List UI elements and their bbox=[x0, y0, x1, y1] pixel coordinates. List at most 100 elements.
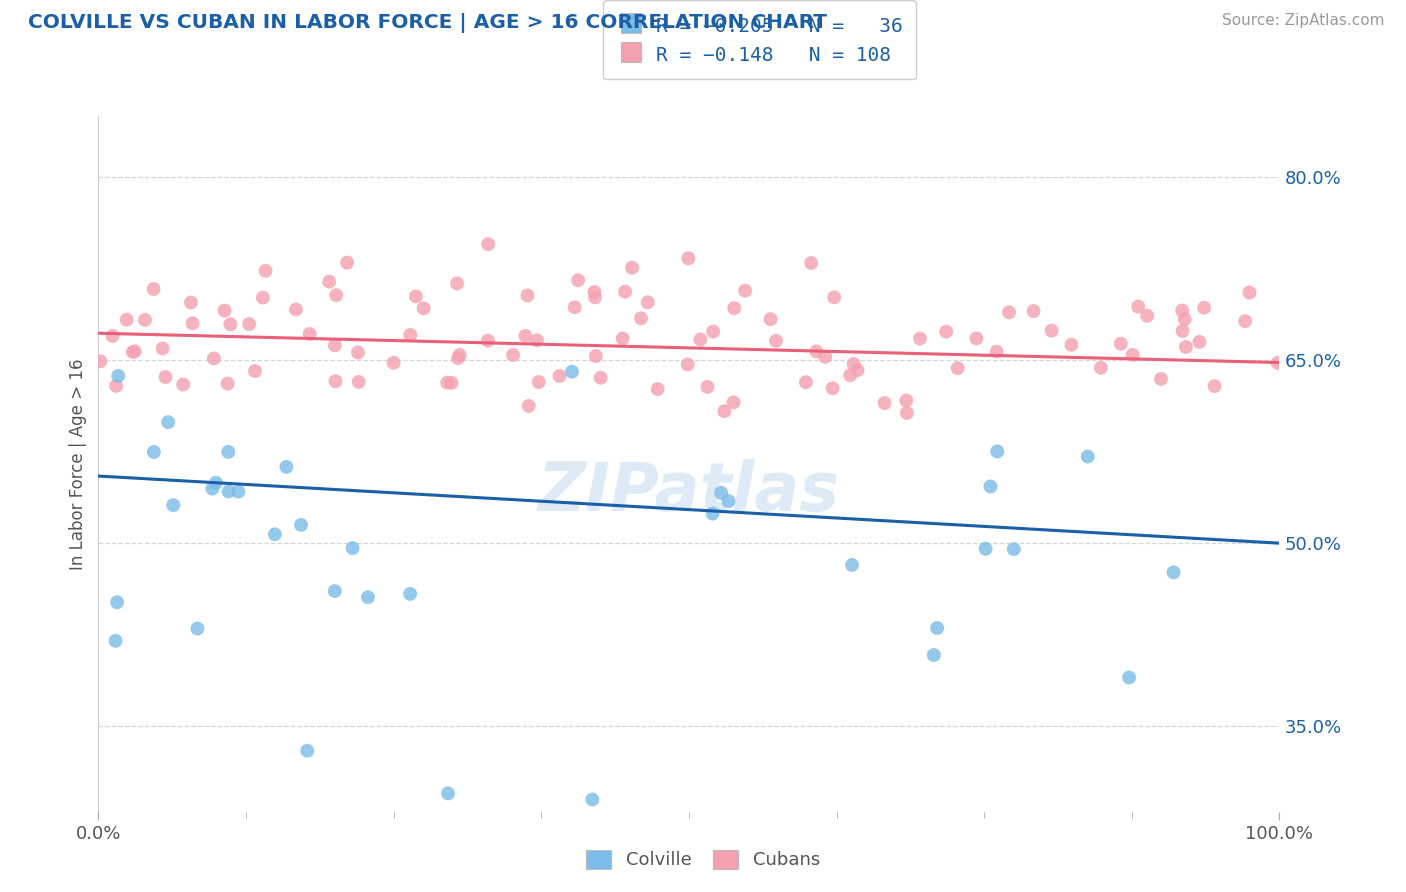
Point bbox=[1150, 372, 1173, 386]
Point bbox=[318, 275, 340, 289]
Point bbox=[927, 621, 949, 635]
Point bbox=[589, 370, 612, 384]
Point bbox=[101, 329, 124, 343]
Point bbox=[908, 332, 931, 346]
Point bbox=[630, 311, 652, 326]
Point bbox=[89, 354, 111, 368]
Point bbox=[405, 289, 427, 303]
Point bbox=[842, 357, 865, 371]
Point bbox=[696, 380, 718, 394]
Point bbox=[217, 445, 239, 459]
Point bbox=[217, 376, 239, 391]
Point bbox=[134, 313, 156, 327]
Point bbox=[527, 375, 550, 389]
Point bbox=[922, 648, 945, 662]
Point bbox=[806, 344, 828, 359]
Point bbox=[1002, 542, 1025, 557]
Point bbox=[325, 374, 347, 388]
Point bbox=[974, 541, 997, 556]
Point bbox=[1077, 450, 1099, 464]
Point bbox=[477, 237, 499, 252]
Point bbox=[1090, 360, 1112, 375]
Point bbox=[517, 399, 540, 413]
Point bbox=[1174, 312, 1197, 326]
Point bbox=[1040, 324, 1063, 338]
Point bbox=[205, 475, 228, 490]
Text: ZIPatlas: ZIPatlas bbox=[538, 458, 839, 524]
Point bbox=[290, 517, 312, 532]
Point bbox=[142, 445, 165, 459]
Point bbox=[447, 351, 470, 365]
Point bbox=[336, 255, 359, 269]
Point bbox=[759, 312, 782, 326]
Point bbox=[1122, 348, 1144, 362]
Point bbox=[965, 331, 987, 345]
Point bbox=[243, 364, 266, 378]
Point bbox=[896, 393, 918, 408]
Point bbox=[946, 361, 969, 376]
Point bbox=[276, 459, 298, 474]
Point bbox=[710, 486, 733, 500]
Point bbox=[180, 295, 202, 310]
Point bbox=[1234, 314, 1257, 328]
Point bbox=[702, 325, 724, 339]
Point bbox=[264, 527, 287, 541]
Point bbox=[1163, 566, 1185, 580]
Point bbox=[124, 344, 146, 359]
Point bbox=[1022, 304, 1045, 318]
Point bbox=[723, 395, 745, 409]
Point bbox=[437, 786, 460, 800]
Point bbox=[382, 356, 405, 370]
Point bbox=[1239, 285, 1261, 300]
Point bbox=[121, 345, 143, 359]
Point bbox=[794, 375, 817, 389]
Point bbox=[1128, 300, 1150, 314]
Point bbox=[823, 290, 845, 304]
Point bbox=[637, 295, 659, 310]
Point bbox=[347, 345, 370, 359]
Point bbox=[765, 334, 787, 348]
Point bbox=[157, 415, 180, 429]
Point bbox=[347, 375, 370, 389]
Point bbox=[986, 444, 1008, 458]
Point bbox=[583, 290, 606, 304]
Point bbox=[172, 377, 194, 392]
Point bbox=[585, 349, 607, 363]
Point bbox=[325, 288, 347, 302]
Point bbox=[186, 622, 208, 636]
Point bbox=[839, 368, 862, 383]
Point bbox=[1267, 356, 1289, 370]
Point bbox=[1060, 338, 1083, 352]
Point bbox=[873, 396, 896, 410]
Point bbox=[614, 285, 637, 299]
Point bbox=[162, 498, 184, 512]
Point bbox=[561, 365, 583, 379]
Point bbox=[821, 381, 844, 395]
Point bbox=[115, 312, 138, 326]
Point bbox=[979, 479, 1001, 493]
Point bbox=[717, 494, 740, 508]
Point bbox=[841, 558, 863, 572]
Point bbox=[678, 252, 700, 266]
Point bbox=[214, 303, 236, 318]
Point bbox=[621, 260, 644, 275]
Point bbox=[446, 277, 468, 291]
Point bbox=[548, 368, 571, 383]
Text: Source: ZipAtlas.com: Source: ZipAtlas.com bbox=[1222, 13, 1385, 29]
Point bbox=[502, 348, 524, 362]
Point bbox=[1192, 301, 1215, 315]
Point bbox=[107, 368, 129, 383]
Point bbox=[1171, 303, 1194, 318]
Point bbox=[581, 792, 603, 806]
Point bbox=[440, 376, 463, 390]
Y-axis label: In Labor Force | Age > 16: In Labor Force | Age > 16 bbox=[69, 358, 87, 570]
Point bbox=[399, 587, 422, 601]
Point bbox=[846, 363, 869, 377]
Point bbox=[583, 285, 606, 299]
Point bbox=[564, 300, 586, 314]
Point bbox=[1171, 324, 1194, 338]
Legend: R = −0.205   N =   36, R = −0.148   N = 108: R = −0.205 N = 36, R = −0.148 N = 108 bbox=[603, 0, 917, 79]
Point bbox=[436, 376, 458, 390]
Point bbox=[152, 342, 174, 356]
Point bbox=[1109, 336, 1132, 351]
